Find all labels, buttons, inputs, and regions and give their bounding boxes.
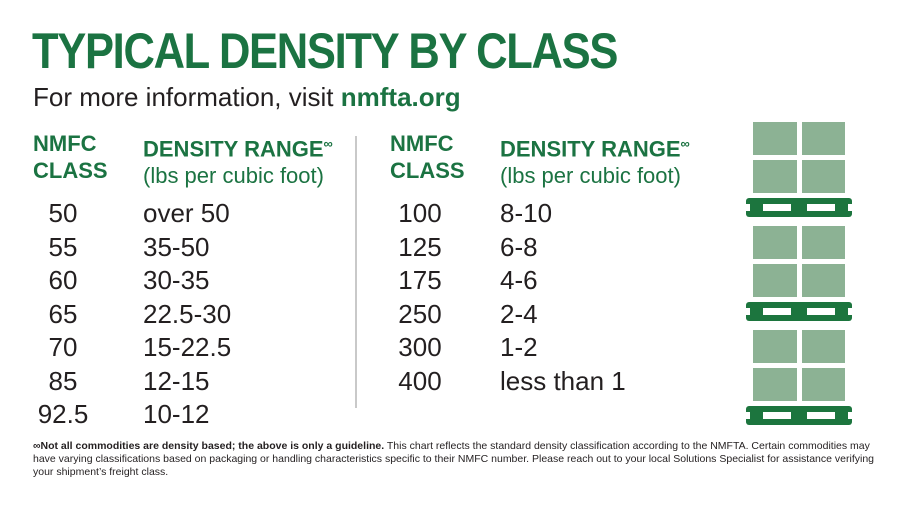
freight-box — [801, 226, 845, 259]
range-header-unit: (lbs per cubic foot) — [143, 163, 324, 189]
range-header-text: DENSITY RANGE — [143, 136, 324, 162]
freight-box — [753, 122, 797, 155]
table-row: 175 4-6 — [390, 264, 537, 298]
freight-boxes — [746, 226, 852, 297]
nmfc-class-value: 85 — [48, 365, 78, 396]
pallet-icon — [746, 302, 852, 321]
column-header-density-range: DENSITY RANGE∞ (lbs per cubic foot) — [143, 130, 333, 189]
pallet-stack-graphic — [746, 122, 852, 434]
density-table-right: NMFC CLASS DENSITY RANGE∞ (lbs per cubic… — [390, 130, 690, 399]
freight-box — [753, 330, 797, 363]
column-header-density-range: DENSITY RANGE∞ (lbs per cubic foot) — [500, 130, 690, 189]
column-header-nmfc-class: NMFC CLASS — [33, 130, 108, 184]
table-row: 250 2-4 — [390, 298, 537, 332]
table-row: 55 35-50 — [33, 231, 210, 265]
table-row: 92.5 10-12 — [33, 398, 210, 432]
class-header-line1: NMFC — [33, 131, 97, 156]
nmfc-class-value: 250 — [398, 298, 442, 329]
density-table-left: NMFC CLASS DENSITY RANGE∞ (lbs per cubic… — [33, 130, 333, 432]
density-range-value: over 50 — [143, 198, 230, 229]
pallet-icon — [746, 198, 852, 217]
nmfc-class-value: 92.5 — [37, 399, 89, 430]
density-range-value: 6-8 — [500, 231, 538, 262]
table-header-left: NMFC CLASS DENSITY RANGE∞ (lbs per cubic… — [33, 130, 333, 197]
nmfc-class-value: 70 — [48, 332, 78, 363]
density-range-value: 8-10 — [500, 198, 553, 229]
freight-box — [801, 330, 845, 363]
pallet-icon — [746, 406, 852, 425]
density-range-value: 22.5-30 — [143, 298, 232, 329]
density-range-value: 12-15 — [143, 365, 210, 396]
vertical-divider — [355, 136, 357, 408]
freight-box — [801, 122, 845, 155]
density-range-value: 2-4 — [500, 298, 538, 329]
density-range-value: 15-22.5 — [143, 332, 232, 363]
freight-box — [801, 264, 845, 297]
nmfc-class-value: 50 — [48, 198, 78, 229]
nmfc-class-value: 60 — [48, 265, 78, 296]
nmfc-class-value: 400 — [398, 365, 442, 396]
nmfta-org-link[interactable]: nmfta.org — [340, 82, 461, 112]
table-row: 100 8-10 — [390, 197, 552, 231]
pallet-unit — [746, 226, 852, 321]
infinity-superscript: ∞ — [323, 136, 333, 151]
density-range-value: 10-12 — [143, 399, 210, 430]
page-title: TYPICAL DENSITY BY CLASS — [32, 23, 618, 79]
nmfc-class-value: 175 — [398, 265, 442, 296]
nmfc-class-value: 100 — [398, 198, 442, 229]
nmfc-class-value: 300 — [398, 332, 442, 363]
density-range-value: 35-50 — [143, 231, 210, 262]
table-row: 70 15-22.5 — [33, 331, 232, 365]
table-row: 60 30-35 — [33, 264, 210, 298]
pallet-unit — [746, 330, 852, 425]
footnote-rest: This chart reflects the standard density… — [33, 440, 874, 479]
freight-box — [801, 368, 845, 401]
range-header-text: DENSITY RANGE — [500, 136, 681, 162]
table-row: 400 less than 1 — [390, 365, 625, 399]
class-header-line1: NMFC — [390, 131, 454, 156]
density-range-value: 4-6 — [500, 265, 538, 296]
density-range-value: 30-35 — [143, 265, 210, 296]
class-header-line2: CLASS — [33, 158, 108, 183]
table-row: 65 22.5-30 — [33, 298, 232, 332]
freight-box — [753, 226, 797, 259]
table-row: 300 1-2 — [390, 331, 537, 365]
nmfc-class-value: 65 — [48, 298, 78, 329]
nmfc-class-value: 125 — [398, 231, 442, 262]
range-header-unit: (lbs per cubic foot) — [500, 163, 681, 189]
subtitle: For more information, visit nmfta.org — [33, 82, 461, 113]
table-body-right: 100 8-10 125 6-8 175 4-6 250 2-4 300 1-2 400 l… — [390, 197, 625, 399]
freight-boxes — [746, 122, 852, 193]
freight-box — [801, 160, 845, 193]
freight-box — [753, 368, 797, 401]
footnote-bold: ∞Not all commodities are density based; … — [33, 440, 385, 452]
table-header-right: NMFC CLASS DENSITY RANGE∞ (lbs per cubic… — [390, 130, 690, 197]
freight-boxes — [746, 330, 852, 401]
table-row: 50 over 50 — [33, 197, 230, 231]
footnote: ∞Not all commodities are density based; … — [33, 440, 875, 480]
density-range-value: 1-2 — [500, 332, 538, 363]
freight-box — [753, 264, 797, 297]
table-row: 85 12-15 — [33, 365, 210, 399]
density-range-value: less than 1 — [500, 365, 626, 396]
column-header-nmfc-class: NMFC CLASS — [390, 130, 465, 184]
nmfc-class-value: 55 — [48, 231, 78, 262]
class-header-line2: CLASS — [390, 158, 465, 183]
pallet-unit — [746, 122, 852, 217]
freight-box — [753, 160, 797, 193]
infinity-superscript: ∞ — [680, 136, 690, 151]
table-row: 125 6-8 — [390, 231, 537, 265]
table-body-left: 50 over 50 55 35-50 60 30-35 65 22.5-30 70 15… — [33, 197, 232, 432]
subtitle-text: For more information, visit — [33, 82, 341, 112]
